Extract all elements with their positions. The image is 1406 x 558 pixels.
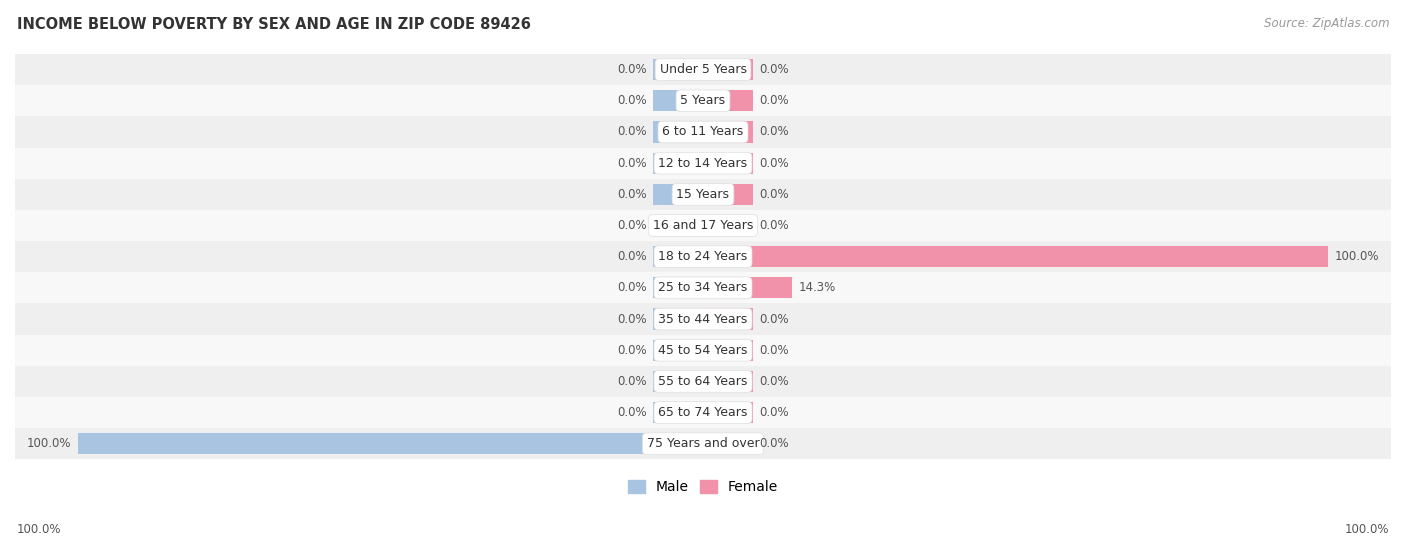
- Text: 0.0%: 0.0%: [759, 312, 789, 325]
- Text: 45 to 54 Years: 45 to 54 Years: [658, 344, 748, 357]
- Bar: [15, 117, 1391, 147]
- Text: 0.0%: 0.0%: [617, 344, 647, 357]
- Text: 0.0%: 0.0%: [759, 63, 789, 76]
- Text: 15 Years: 15 Years: [676, 188, 730, 201]
- Text: 14.3%: 14.3%: [799, 281, 837, 295]
- Bar: [15, 335, 1391, 366]
- Bar: [652, 215, 703, 236]
- Text: 100.0%: 100.0%: [27, 437, 72, 450]
- Text: 0.0%: 0.0%: [759, 375, 789, 388]
- Text: 75 Years and over: 75 Years and over: [647, 437, 759, 450]
- Bar: [652, 371, 703, 392]
- Text: 0.0%: 0.0%: [617, 375, 647, 388]
- Text: 0.0%: 0.0%: [759, 94, 789, 107]
- Text: Under 5 Years: Under 5 Years: [659, 63, 747, 76]
- Bar: [652, 277, 703, 299]
- Bar: [15, 366, 1391, 397]
- Text: 0.0%: 0.0%: [617, 188, 647, 201]
- Text: 100.0%: 100.0%: [1344, 523, 1389, 536]
- Bar: [652, 246, 703, 267]
- Bar: [15, 241, 1391, 272]
- Bar: [703, 246, 1329, 267]
- Bar: [703, 215, 754, 236]
- Text: 0.0%: 0.0%: [617, 94, 647, 107]
- Text: Source: ZipAtlas.com: Source: ZipAtlas.com: [1264, 17, 1389, 30]
- Bar: [77, 433, 703, 454]
- Bar: [15, 179, 1391, 210]
- Bar: [652, 184, 703, 205]
- Text: 0.0%: 0.0%: [759, 219, 789, 232]
- Text: INCOME BELOW POVERTY BY SEX AND AGE IN ZIP CODE 89426: INCOME BELOW POVERTY BY SEX AND AGE IN Z…: [17, 17, 530, 32]
- Text: 0.0%: 0.0%: [759, 188, 789, 201]
- Bar: [652, 152, 703, 174]
- Text: 0.0%: 0.0%: [617, 312, 647, 325]
- Text: 0.0%: 0.0%: [617, 126, 647, 138]
- Bar: [703, 402, 754, 423]
- Bar: [15, 147, 1391, 179]
- Text: 0.0%: 0.0%: [617, 219, 647, 232]
- Bar: [652, 340, 703, 361]
- Bar: [652, 59, 703, 80]
- Text: 16 and 17 Years: 16 and 17 Years: [652, 219, 754, 232]
- Text: 0.0%: 0.0%: [617, 63, 647, 76]
- Bar: [703, 433, 754, 454]
- Text: 25 to 34 Years: 25 to 34 Years: [658, 281, 748, 295]
- Bar: [15, 272, 1391, 304]
- Bar: [703, 309, 754, 330]
- Text: 0.0%: 0.0%: [759, 157, 789, 170]
- Text: 0.0%: 0.0%: [617, 281, 647, 295]
- Bar: [652, 402, 703, 423]
- Text: 12 to 14 Years: 12 to 14 Years: [658, 157, 748, 170]
- Bar: [703, 90, 754, 112]
- Text: 100.0%: 100.0%: [17, 523, 62, 536]
- Text: 0.0%: 0.0%: [759, 406, 789, 419]
- Text: 55 to 64 Years: 55 to 64 Years: [658, 375, 748, 388]
- Bar: [703, 371, 754, 392]
- Bar: [703, 277, 793, 299]
- Text: 65 to 74 Years: 65 to 74 Years: [658, 406, 748, 419]
- Bar: [15, 210, 1391, 241]
- Text: 0.0%: 0.0%: [617, 250, 647, 263]
- Text: 100.0%: 100.0%: [1334, 250, 1379, 263]
- Text: 0.0%: 0.0%: [617, 406, 647, 419]
- Bar: [703, 122, 754, 143]
- Text: 0.0%: 0.0%: [617, 157, 647, 170]
- Text: 0.0%: 0.0%: [759, 126, 789, 138]
- Text: 0.0%: 0.0%: [759, 437, 789, 450]
- Text: 5 Years: 5 Years: [681, 94, 725, 107]
- Text: 35 to 44 Years: 35 to 44 Years: [658, 312, 748, 325]
- Bar: [652, 309, 703, 330]
- Text: 18 to 24 Years: 18 to 24 Years: [658, 250, 748, 263]
- Legend: Male, Female: Male, Female: [621, 473, 785, 501]
- Bar: [703, 152, 754, 174]
- Bar: [15, 304, 1391, 335]
- Bar: [15, 54, 1391, 85]
- Bar: [15, 428, 1391, 459]
- Bar: [703, 59, 754, 80]
- Text: 0.0%: 0.0%: [759, 344, 789, 357]
- Bar: [15, 85, 1391, 117]
- Bar: [652, 122, 703, 143]
- Bar: [652, 90, 703, 112]
- Bar: [703, 340, 754, 361]
- Bar: [15, 397, 1391, 428]
- Text: 6 to 11 Years: 6 to 11 Years: [662, 126, 744, 138]
- Bar: [703, 184, 754, 205]
